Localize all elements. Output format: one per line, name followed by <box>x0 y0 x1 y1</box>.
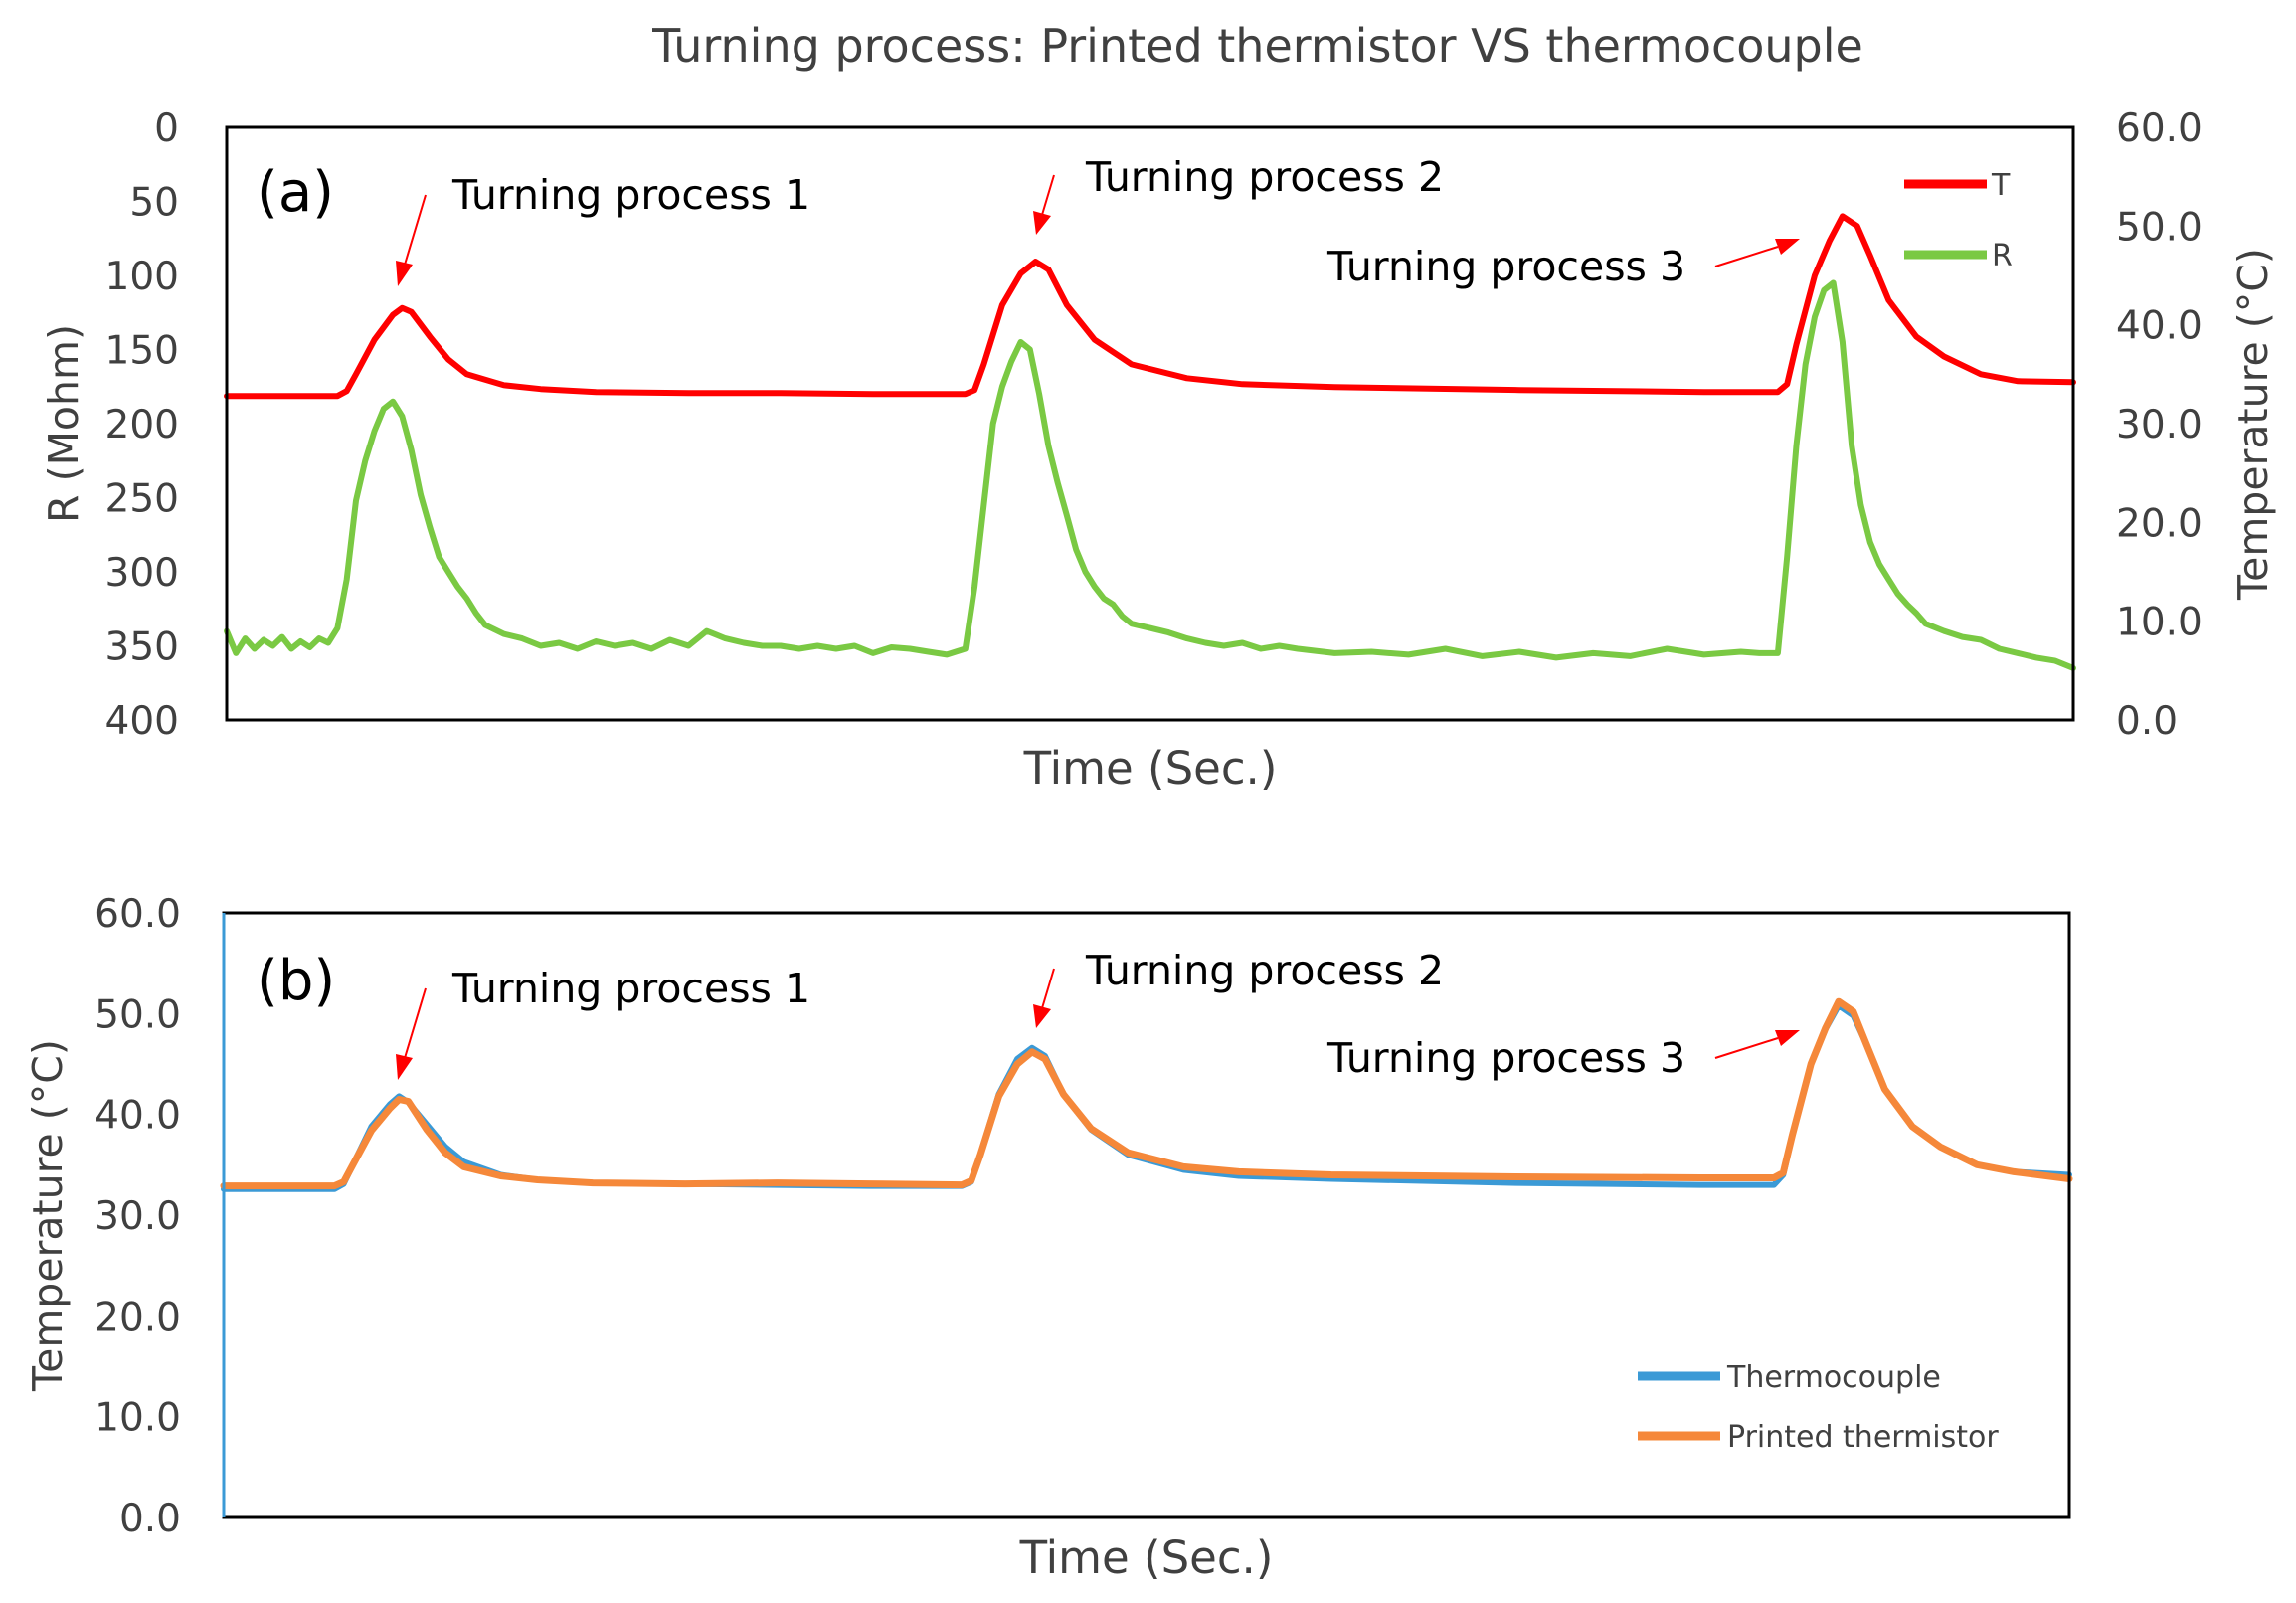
panel-a-left-ticks: 0 50 100 150 200 250 300 350 400 <box>105 106 179 744</box>
panel-b-label: (b) <box>257 949 335 1013</box>
panel-b-y-tick-label: 60.0 <box>94 892 181 937</box>
panel-a-left-tick-label: 300 <box>105 551 179 596</box>
panel-a-left-tick-label: 250 <box>105 477 179 522</box>
panel-a-legend: T R <box>1904 168 2013 273</box>
panel-a-left-tick-label: 50 <box>129 181 179 226</box>
panel-b-arrow-2 <box>1033 968 1055 1028</box>
panel-a-left-tick-label: 100 <box>105 255 179 299</box>
panel-b-arrow-1 <box>396 987 427 1080</box>
panel-b-y-tick-label: 40.0 <box>94 1094 181 1139</box>
chart-title: Turning process: Printed thermistor VS t… <box>651 19 1863 73</box>
panel-b-y-tick-label: 10.0 <box>94 1396 181 1441</box>
panel-b-legend: Thermocouple Printed thermistor <box>1638 1360 1999 1455</box>
panel-a-annotation-2: Turning process 2 <box>1085 153 1444 201</box>
panel-a-series <box>224 213 2076 671</box>
panel-b-annotation-3: Turning process 3 <box>1326 1034 1685 1082</box>
legend-label-printed-thermistor: Printed thermistor <box>1727 1420 1999 1455</box>
panel-b-y-ticks: 0.0 10.0 20.0 30.0 40.0 50.0 60.0 <box>94 892 181 1541</box>
panel-b-y-tick-label: 20.0 <box>94 1295 181 1339</box>
panel-a-annotation-3: Turning process 3 <box>1326 243 1685 290</box>
panel-b-arrow-3 <box>1714 1030 1800 1059</box>
panel-a-right-tick-label: 50.0 <box>2116 205 2203 250</box>
panel-a-arrow-1 <box>396 194 427 286</box>
panel-b: 0.0 10.0 20.0 30.0 40.0 50.0 60.0 Temperature … <box>24 892 2073 1584</box>
series-line-R <box>224 279 2076 671</box>
panel-a-right-tick-label: 10.0 <box>2116 601 2203 645</box>
panel-a-label: (a) <box>257 160 334 225</box>
panel-b-annotation-2: Turning process 2 <box>1085 947 1444 994</box>
legend-label-T: T <box>1991 168 2011 203</box>
panel-b-y-tick-label: 30.0 <box>94 1194 181 1239</box>
panel-a-left-tick-label: 200 <box>105 403 179 447</box>
panel-a-left-tick-label: 350 <box>105 625 179 670</box>
panel-a-right-tick-label: 20.0 <box>2116 501 2203 546</box>
panel-a-right-ticks: 0.0 10.0 20.0 30.0 40.0 50.0 60.0 <box>2116 106 2203 744</box>
panel-a-annotation-1: Turning process 1 <box>451 171 810 219</box>
panel-a-plot-area <box>225 125 2075 722</box>
panel-a-left-tick-label: 0 <box>154 106 179 151</box>
panel-b-x-axis-title: Time (Sec.) <box>1019 1531 1274 1584</box>
panel-b-series <box>220 997 2073 1192</box>
panel-a-right-tick-label: 40.0 <box>2116 304 2203 349</box>
panel-a-right-axis-title: Temperature (°C) <box>2229 248 2277 601</box>
series-line-printed-thermistor <box>220 997 2073 1190</box>
panel-a-left-axis-title: R (Mohm) <box>40 324 88 523</box>
panel-a: 0 50 100 150 200 250 300 350 400 0.0 10.0 20.0 30.0… <box>40 106 2277 795</box>
panel-a-arrow-3 <box>1714 239 1800 267</box>
series-line-T <box>224 213 2076 400</box>
panel-a-left-tick-label: 400 <box>105 699 179 744</box>
panel-b-y-tick-label: 0.0 <box>119 1497 181 1541</box>
panel-b-annotation-1: Turning process 1 <box>451 965 810 1012</box>
panel-a-right-tick-label: 0.0 <box>2116 699 2178 744</box>
panel-a-left-tick-label: 150 <box>105 329 179 374</box>
legend-label-thermocouple: Thermocouple <box>1726 1360 1941 1395</box>
panel-a-x-axis-title: Time (Sec.) <box>1023 742 1278 795</box>
panel-b-y-tick-label: 50.0 <box>94 992 181 1037</box>
panel-a-arrow-2 <box>1033 174 1055 235</box>
panel-a-right-tick-label: 60.0 <box>2116 106 2203 151</box>
panel-b-y-axis-title: Temperature (°C) <box>24 1039 72 1392</box>
legend-label-R: R <box>1992 239 2013 273</box>
panel-a-right-tick-label: 30.0 <box>2116 403 2203 447</box>
